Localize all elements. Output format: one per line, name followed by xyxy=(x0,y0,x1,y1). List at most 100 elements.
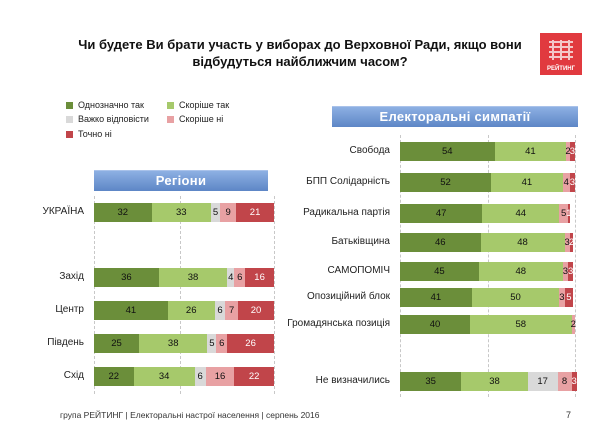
data-label: 50 xyxy=(510,292,521,303)
legend-item: Важко відповісти xyxy=(66,113,149,125)
data-label: 3 xyxy=(569,146,576,157)
data-label: 22 xyxy=(108,371,120,382)
legend-label: Скоріше ні xyxy=(179,114,224,124)
data-label: 52 xyxy=(440,177,451,188)
data-label: 41 xyxy=(430,292,442,303)
bar-segment: 5 xyxy=(207,334,217,353)
data-label: 16 xyxy=(254,272,265,283)
title-line-2: відбудуться найближчим часом? xyxy=(192,54,408,69)
data-label: 41 xyxy=(125,305,137,316)
data-label: 2 xyxy=(568,237,575,248)
bar-segment: 7 xyxy=(225,301,238,320)
bar-segment: 52 xyxy=(400,173,491,192)
data-label: 47 xyxy=(435,208,447,219)
footer-text: група РЕЙТИНГ | Електоральні настрої нас… xyxy=(60,410,320,420)
legend-item: Скоріше ні xyxy=(167,113,223,125)
bar-segment: 38 xyxy=(139,334,208,353)
data-label: 7 xyxy=(229,305,235,316)
bar-segment: 34 xyxy=(133,367,195,386)
bar-segment: 6 xyxy=(234,268,246,287)
data-label: 6 xyxy=(217,305,223,316)
bar-segment: 35 xyxy=(400,372,462,391)
bar-segment: 5 xyxy=(559,204,568,223)
data-label: 22 xyxy=(248,371,260,382)
bar-segment: 41 xyxy=(400,288,472,307)
data-label: 8 xyxy=(561,376,568,387)
data-label: 41 xyxy=(521,177,533,188)
data-label: 44 xyxy=(515,208,527,219)
legend-swatch xyxy=(66,115,73,123)
gridline xyxy=(575,135,576,397)
bar-segment: 46 xyxy=(400,233,481,252)
data-label: 32 xyxy=(117,207,129,218)
bar-segment: 44 xyxy=(482,204,560,223)
data-label: 3 xyxy=(571,376,577,387)
bar-segment: 50 xyxy=(471,288,560,307)
category-label: Південь xyxy=(47,337,84,348)
bar-segment: 5 xyxy=(564,288,574,307)
data-label: 3 xyxy=(559,292,565,303)
category-label: Захід xyxy=(59,271,84,282)
bar-segment: 26 xyxy=(167,301,215,320)
bar-segment: 38 xyxy=(461,372,528,391)
bar-segment: 6 xyxy=(214,301,226,320)
data-label: 34 xyxy=(158,371,170,382)
data-label: 58 xyxy=(515,319,527,330)
category-label: Не визначились xyxy=(315,375,390,386)
data-label: 38 xyxy=(489,376,500,387)
data-label: 2 xyxy=(565,146,571,157)
bar-segment: 48 xyxy=(480,233,565,252)
bar-segment: 17 xyxy=(527,372,558,391)
logo-text: РЕЙТИНГ xyxy=(546,66,576,72)
data-label: 38 xyxy=(167,338,179,349)
data-label: 54 xyxy=(441,146,453,157)
bar-segment: 22 xyxy=(94,367,134,386)
bar-segment: 2 xyxy=(571,315,576,334)
page-title: Чи будете Ви брати участь у виборах до В… xyxy=(60,36,540,70)
gridline xyxy=(180,196,181,394)
bar-segment: 3 xyxy=(570,142,575,161)
bar-segment: 41 xyxy=(94,301,168,320)
bar-segment: 20 xyxy=(238,301,274,320)
data-label: 48 xyxy=(517,237,528,248)
category-label: Опозиційний блок xyxy=(307,291,390,302)
data-label: 20 xyxy=(250,305,262,316)
bar-segment: 21 xyxy=(236,203,274,222)
bar-segment: 3 xyxy=(570,173,575,192)
data-label: 21 xyxy=(249,207,261,218)
data-label: 1 xyxy=(566,208,572,219)
data-label: 5 xyxy=(209,338,215,349)
category-label: САМОПОМІЧ xyxy=(327,265,390,276)
legend-item: Скоріше так xyxy=(167,99,229,111)
bar-segment: 47 xyxy=(400,204,483,223)
rating-logo: РЕЙТИНГ xyxy=(540,33,582,75)
data-label: 3 xyxy=(562,266,569,277)
category-label: Радикальна партія xyxy=(303,207,390,218)
bar-segment: 36 xyxy=(94,268,159,287)
data-label: 6 xyxy=(237,272,243,283)
legend-item: Однозначно так xyxy=(66,99,144,111)
bar-segment: 9 xyxy=(220,203,237,222)
category-label: Громадянська позиція xyxy=(287,318,390,329)
data-label: 33 xyxy=(176,207,187,218)
bar-segment: 45 xyxy=(400,262,479,281)
category-label: Батьківщина xyxy=(331,236,390,247)
bar-segment: 33 xyxy=(151,203,211,222)
page-number: 7 xyxy=(566,410,572,420)
bar-segment: 40 xyxy=(400,315,470,334)
electoral-sympathies-banner: Електоральні симпатії xyxy=(332,106,578,127)
data-label: 25 xyxy=(111,338,122,349)
bar-segment: 8 xyxy=(557,372,572,391)
bar-segment: 41 xyxy=(494,142,567,161)
bar-segment: 2 xyxy=(565,142,571,161)
bar-segment: 6 xyxy=(216,334,228,353)
legend-item: Точно ні xyxy=(66,128,112,140)
chart-legend: Однозначно так Скоріше так Важко відповіст… xyxy=(66,99,256,155)
bar-segment: 3 xyxy=(564,233,570,252)
legend-swatch xyxy=(167,115,174,123)
category-label: Схід xyxy=(63,370,84,381)
data-label: 41 xyxy=(525,146,536,157)
data-label: 17 xyxy=(537,376,548,387)
category-label: БПП Солідарність xyxy=(306,176,390,187)
regions-banner: Регіони xyxy=(94,170,268,191)
